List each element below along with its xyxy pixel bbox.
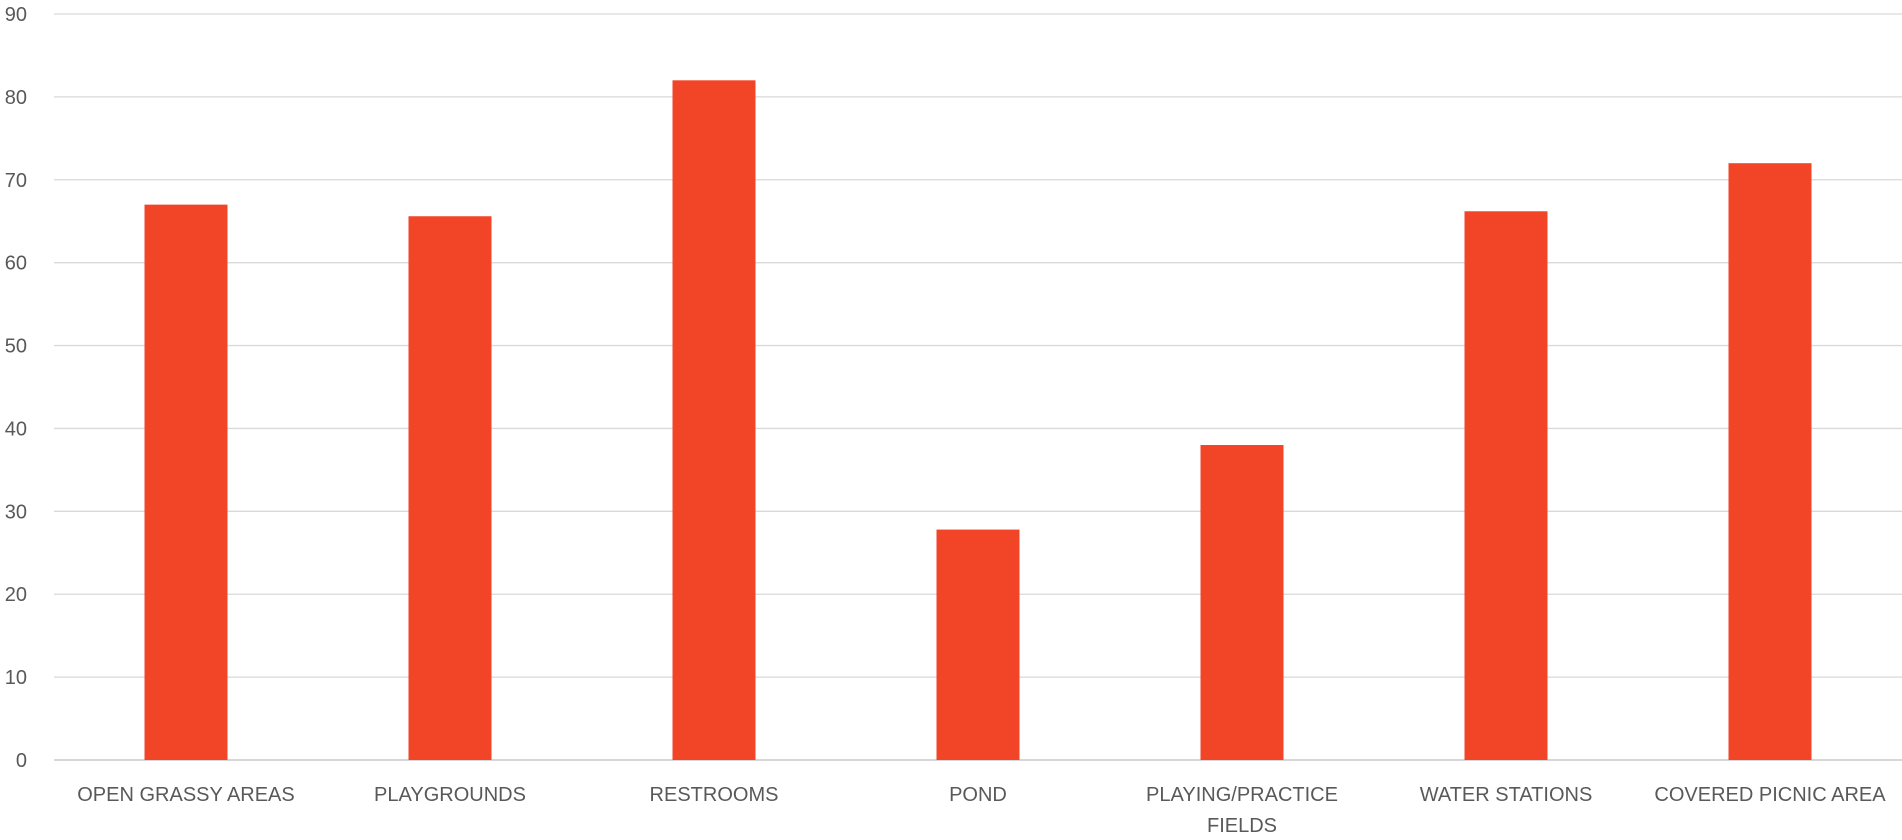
x-category-label-line: OPEN GRASSY AREAS — [77, 784, 295, 806]
x-category-label-line: POND — [949, 784, 1007, 806]
y-tick-label-60: 60 — [5, 253, 27, 275]
y-tick-label-50: 50 — [5, 336, 27, 358]
x-category-label-playgrounds: PLAYGROUNDS — [374, 784, 526, 806]
bar-playgrounds — [408, 216, 492, 760]
x-axis-category-labels: OPEN GRASSY AREAS PLAYGROUNDS RESTROOMS PON… — [77, 784, 1886, 837]
y-tick-label-40: 40 — [5, 418, 27, 440]
y-tick-label-30: 30 — [5, 501, 27, 523]
x-category-label-line: PLAYGROUNDS — [374, 784, 526, 806]
bar-water-stations — [1464, 211, 1548, 760]
y-tick-label-20: 20 — [5, 584, 27, 606]
x-category-label-pond: POND — [949, 784, 1007, 806]
bar-open-grassy-areas — [144, 204, 228, 761]
x-category-label-line: PLAYING/PRACTICE — [1146, 784, 1338, 806]
x-category-label-water-stations: WATER STATIONS — [1420, 784, 1593, 806]
bar-pond — [936, 529, 1020, 760]
x-category-label-open-grassy-areas: OPEN GRASSY AREAS — [77, 784, 295, 806]
x-category-label-covered-picnic-area: COVERED PICNIC AREA — [1654, 784, 1886, 806]
x-category-label-playing-practice-fields: PLAYING/PRACTICE FIELDS — [1146, 784, 1338, 837]
y-axis-tick-labels: 0 10 20 30 40 50 60 70 80 90 — [5, 4, 27, 772]
x-category-label-line: COVERED PICNIC AREA — [1654, 784, 1886, 806]
bars — [144, 80, 1812, 761]
y-tick-label-0: 0 — [16, 750, 27, 772]
x-category-label-line: FIELDS — [1207, 815, 1277, 837]
x-category-label-restrooms: RESTROOMS — [650, 784, 779, 806]
gridlines — [54, 13, 1902, 761]
y-tick-label-90: 90 — [5, 4, 27, 26]
bar-restrooms — [672, 80, 756, 761]
x-category-label-line: RESTROOMS — [650, 784, 779, 806]
x-category-label-line: WATER STATIONS — [1420, 784, 1593, 806]
y-tick-label-70: 70 — [5, 170, 27, 192]
bar-covered-picnic-area — [1728, 163, 1812, 760]
y-tick-label-10: 10 — [5, 667, 27, 689]
y-tick-label-80: 80 — [5, 87, 27, 109]
bar-playing-practice-fields — [1200, 445, 1284, 760]
